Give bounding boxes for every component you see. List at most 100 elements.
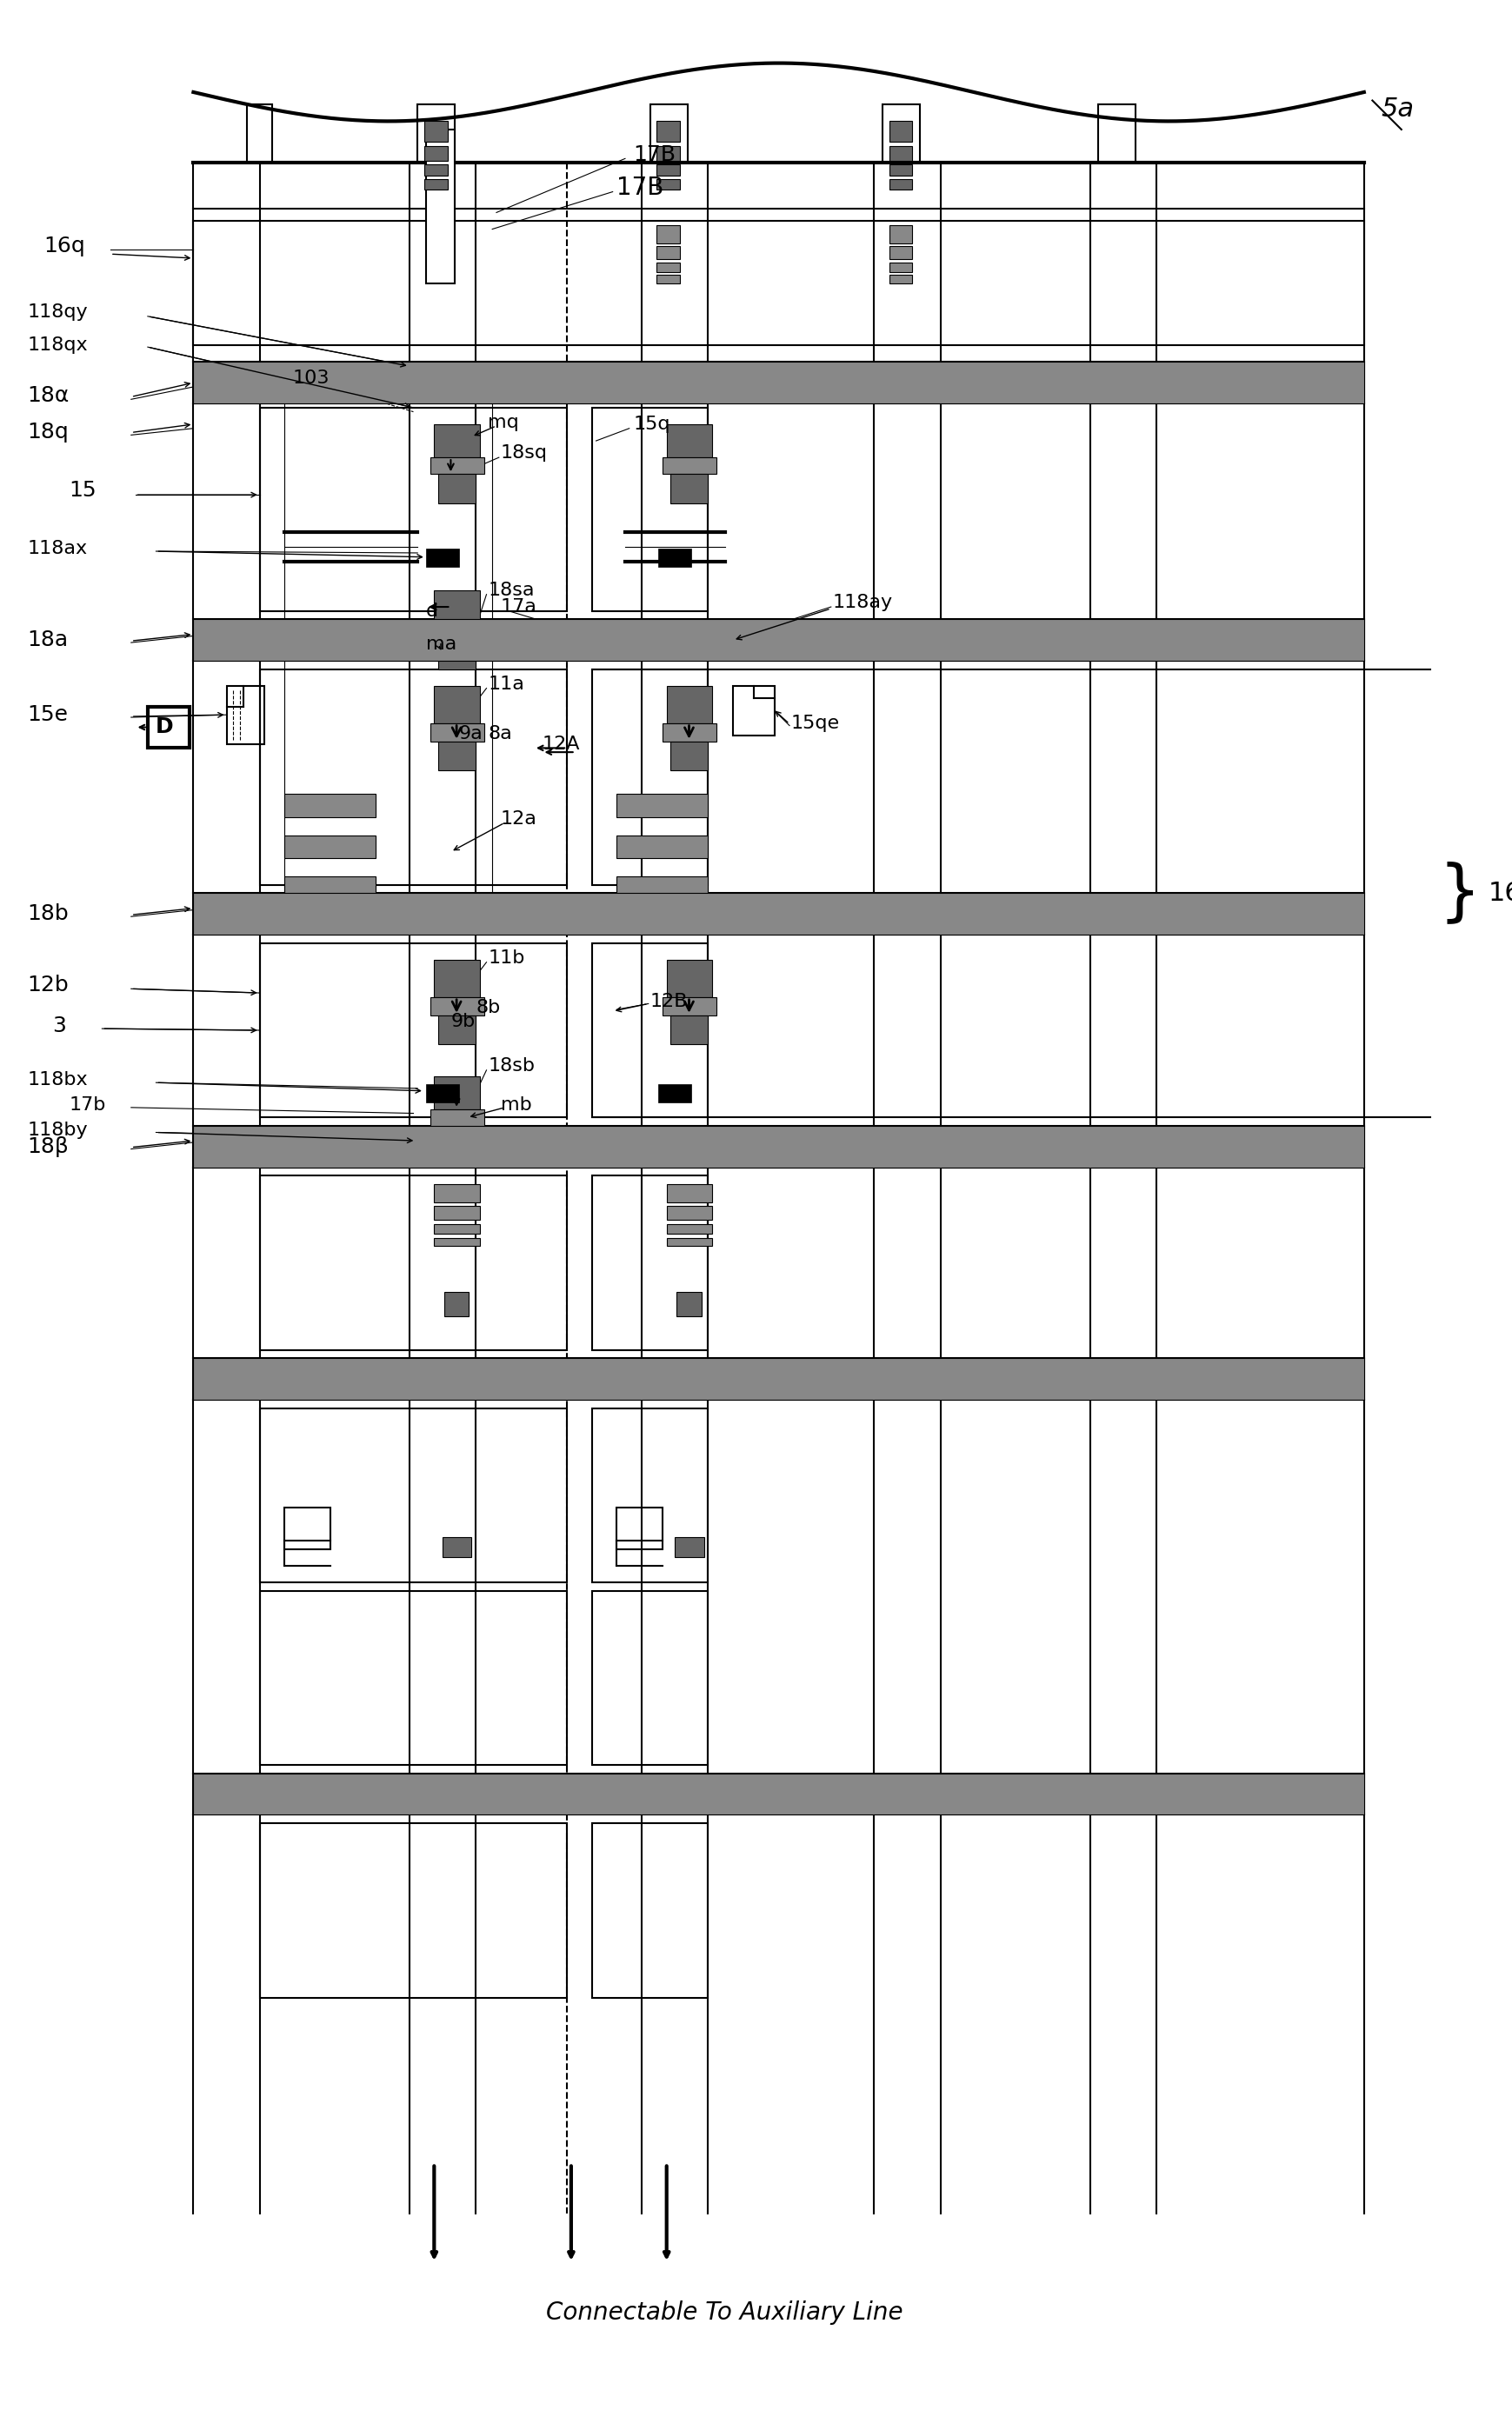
- Text: ma: ma: [425, 637, 457, 654]
- Bar: [434, 1183, 479, 1203]
- Bar: [667, 960, 712, 996]
- Bar: [423, 146, 448, 160]
- Text: 16: 16: [1488, 880, 1512, 906]
- Text: 11a: 11a: [488, 676, 525, 693]
- Bar: [194, 1774, 1364, 1815]
- Text: 118ax: 118ax: [27, 539, 88, 556]
- Bar: [889, 226, 912, 243]
- Bar: [667, 685, 712, 724]
- Bar: [591, 943, 708, 1118]
- Bar: [881, 104, 919, 163]
- Bar: [194, 221, 1364, 345]
- Bar: [194, 620, 1364, 661]
- Bar: [667, 1225, 712, 1234]
- Bar: [434, 1076, 479, 1108]
- Bar: [260, 1822, 567, 1997]
- Bar: [662, 996, 717, 1016]
- Bar: [674, 1536, 703, 1558]
- Bar: [425, 129, 455, 282]
- Bar: [591, 668, 708, 885]
- Bar: [284, 836, 376, 858]
- Bar: [194, 1358, 1364, 1400]
- Bar: [667, 1237, 712, 1247]
- Bar: [429, 457, 484, 474]
- Text: 118by: 118by: [27, 1120, 88, 1140]
- Bar: [889, 245, 912, 260]
- Bar: [670, 1016, 708, 1045]
- Bar: [617, 836, 708, 858]
- Bar: [438, 474, 475, 503]
- Bar: [445, 1293, 469, 1317]
- Bar: [656, 275, 679, 282]
- Text: d: d: [425, 603, 438, 620]
- Bar: [591, 1407, 708, 1582]
- Bar: [429, 1108, 484, 1128]
- Bar: [260, 1592, 567, 1764]
- Bar: [670, 741, 708, 770]
- Bar: [260, 408, 567, 610]
- Bar: [429, 724, 484, 741]
- Bar: [434, 960, 479, 996]
- Bar: [889, 275, 912, 282]
- Bar: [260, 943, 567, 1118]
- Bar: [662, 724, 717, 741]
- Text: 18a: 18a: [27, 629, 68, 651]
- Bar: [194, 362, 1364, 403]
- Text: 8b: 8b: [475, 999, 500, 1016]
- Text: 12a: 12a: [500, 809, 537, 826]
- Text: 17B: 17B: [617, 175, 664, 199]
- Text: 12B: 12B: [650, 991, 688, 1011]
- Bar: [194, 1125, 1364, 1166]
- Bar: [667, 1205, 712, 1220]
- Text: 8a: 8a: [488, 724, 513, 744]
- Bar: [591, 1592, 708, 1764]
- Text: 18sa: 18sa: [488, 581, 534, 598]
- Bar: [889, 122, 912, 141]
- Text: 17b: 17b: [70, 1096, 106, 1113]
- Text: mq: mq: [488, 413, 519, 430]
- Text: 103: 103: [293, 369, 330, 386]
- Bar: [423, 165, 448, 175]
- Bar: [667, 425, 712, 457]
- Text: 18q: 18q: [27, 423, 70, 442]
- Text: mb: mb: [500, 1096, 531, 1113]
- Bar: [423, 122, 448, 141]
- Bar: [260, 1176, 567, 1351]
- Bar: [617, 1507, 662, 1550]
- Bar: [425, 1084, 458, 1103]
- Text: 18β: 18β: [27, 1137, 70, 1157]
- Bar: [670, 474, 708, 503]
- Bar: [148, 707, 189, 748]
- Bar: [246, 104, 272, 163]
- Text: 17B: 17B: [634, 143, 676, 165]
- Bar: [429, 625, 484, 639]
- Text: 15qe: 15qe: [791, 714, 839, 731]
- Bar: [423, 180, 448, 190]
- Bar: [658, 1084, 691, 1103]
- Bar: [438, 1128, 475, 1157]
- Bar: [284, 1507, 330, 1550]
- Bar: [434, 685, 479, 724]
- Bar: [434, 425, 479, 457]
- Bar: [676, 1293, 702, 1317]
- Text: 9a: 9a: [458, 724, 482, 744]
- Bar: [438, 639, 475, 668]
- Bar: [438, 741, 475, 770]
- Text: 3: 3: [53, 1016, 67, 1038]
- Text: 118bx: 118bx: [27, 1072, 88, 1089]
- Bar: [733, 685, 774, 736]
- Bar: [434, 1205, 479, 1220]
- Bar: [438, 1016, 475, 1045]
- Text: 12b: 12b: [27, 974, 70, 994]
- Bar: [662, 457, 717, 474]
- Bar: [227, 685, 263, 744]
- Bar: [889, 180, 912, 190]
- Bar: [656, 146, 679, 160]
- Bar: [434, 1225, 479, 1234]
- Bar: [617, 795, 708, 816]
- Bar: [656, 262, 679, 272]
- Bar: [656, 122, 679, 141]
- Bar: [656, 245, 679, 260]
- Text: 15q: 15q: [634, 416, 670, 433]
- Bar: [442, 1536, 472, 1558]
